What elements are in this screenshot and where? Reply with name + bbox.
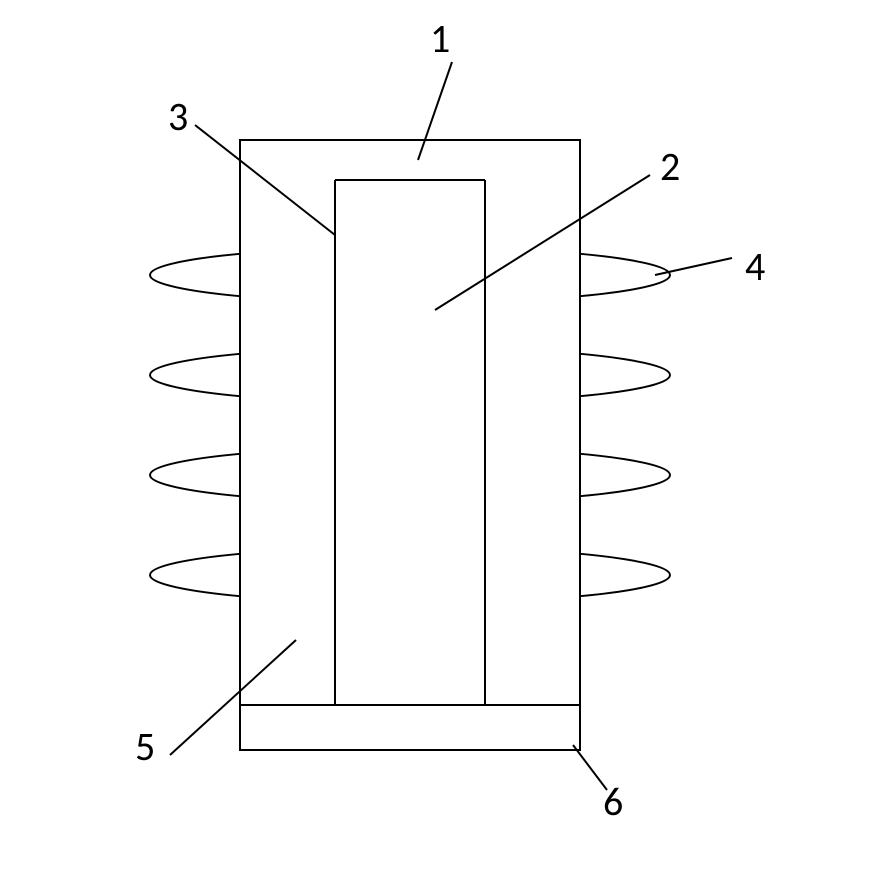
coil-loop-right-2 (580, 354, 670, 396)
coil-loop-left-3 (150, 454, 240, 496)
callout-line-4 (655, 258, 732, 275)
callout-label-1: 1 (430, 14, 450, 63)
outer-shell (240, 140, 580, 750)
coil-loop-right-3 (580, 454, 670, 496)
callout-label-6: 6 (603, 777, 623, 826)
diagram-canvas: 1 2 3 4 5 6 (0, 0, 891, 875)
device-body (240, 140, 580, 750)
coil-loop-left-1 (150, 254, 240, 296)
coil-loop-right-4 (580, 554, 670, 596)
callout-label-5: 5 (135, 722, 155, 771)
coil-loop-left-2 (150, 354, 240, 396)
coil-loop-left-4 (150, 554, 240, 596)
callout-label-4: 4 (745, 242, 765, 291)
callout-label-3: 3 (168, 92, 188, 141)
callout-line-6 (573, 745, 607, 790)
callout-label-2: 2 (660, 142, 680, 191)
